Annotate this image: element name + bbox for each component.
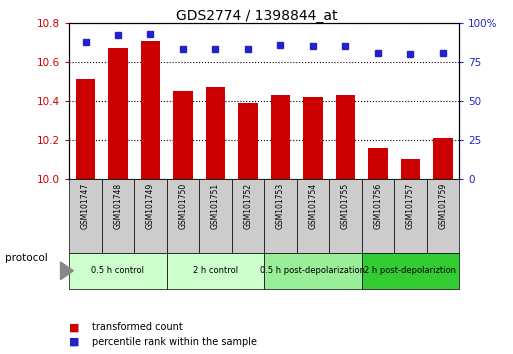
- Bar: [329, 179, 362, 253]
- Bar: [303, 97, 323, 179]
- Bar: [368, 148, 388, 179]
- Bar: [336, 95, 355, 179]
- Bar: [232, 179, 264, 253]
- Bar: [69, 179, 102, 253]
- Text: GSM101753: GSM101753: [276, 183, 285, 229]
- Text: percentile rank within the sample: percentile rank within the sample: [92, 337, 258, 347]
- Bar: [433, 138, 452, 179]
- Text: GSM101748: GSM101748: [113, 183, 123, 229]
- Text: ■: ■: [69, 337, 80, 347]
- Text: 2 h post-depolariztion: 2 h post-depolariztion: [364, 266, 457, 275]
- Bar: [271, 95, 290, 179]
- Text: ■: ■: [69, 322, 80, 332]
- Text: GSM101754: GSM101754: [308, 183, 318, 229]
- Text: transformed count: transformed count: [92, 322, 183, 332]
- Bar: [199, 179, 232, 253]
- Bar: [141, 41, 160, 179]
- Polygon shape: [61, 262, 73, 280]
- Bar: [238, 103, 258, 179]
- Text: GSM101759: GSM101759: [439, 183, 447, 229]
- Bar: [206, 87, 225, 179]
- Bar: [173, 91, 193, 179]
- Bar: [264, 179, 297, 253]
- Bar: [394, 179, 427, 253]
- Bar: [362, 253, 459, 289]
- Bar: [134, 179, 167, 253]
- Text: GSM101750: GSM101750: [179, 183, 187, 229]
- Text: GSM101751: GSM101751: [211, 183, 220, 229]
- Bar: [69, 253, 167, 289]
- Bar: [297, 179, 329, 253]
- Bar: [167, 179, 199, 253]
- Bar: [427, 179, 459, 253]
- Text: GSM101755: GSM101755: [341, 183, 350, 229]
- Text: 2 h control: 2 h control: [193, 266, 238, 275]
- Bar: [401, 159, 420, 179]
- Bar: [76, 80, 95, 179]
- Text: GSM101756: GSM101756: [373, 183, 382, 229]
- Text: protocol: protocol: [5, 253, 48, 263]
- Bar: [264, 253, 362, 289]
- Bar: [108, 48, 128, 179]
- Bar: [362, 179, 394, 253]
- Bar: [102, 179, 134, 253]
- Text: GSM101749: GSM101749: [146, 183, 155, 229]
- Text: GDS2774 / 1398844_at: GDS2774 / 1398844_at: [176, 9, 337, 23]
- Text: 0.5 h control: 0.5 h control: [91, 266, 145, 275]
- Text: GSM101757: GSM101757: [406, 183, 415, 229]
- Text: 0.5 h post-depolarization: 0.5 h post-depolarization: [261, 266, 365, 275]
- Bar: [167, 253, 264, 289]
- Text: GSM101752: GSM101752: [244, 183, 252, 229]
- Text: GSM101747: GSM101747: [81, 183, 90, 229]
